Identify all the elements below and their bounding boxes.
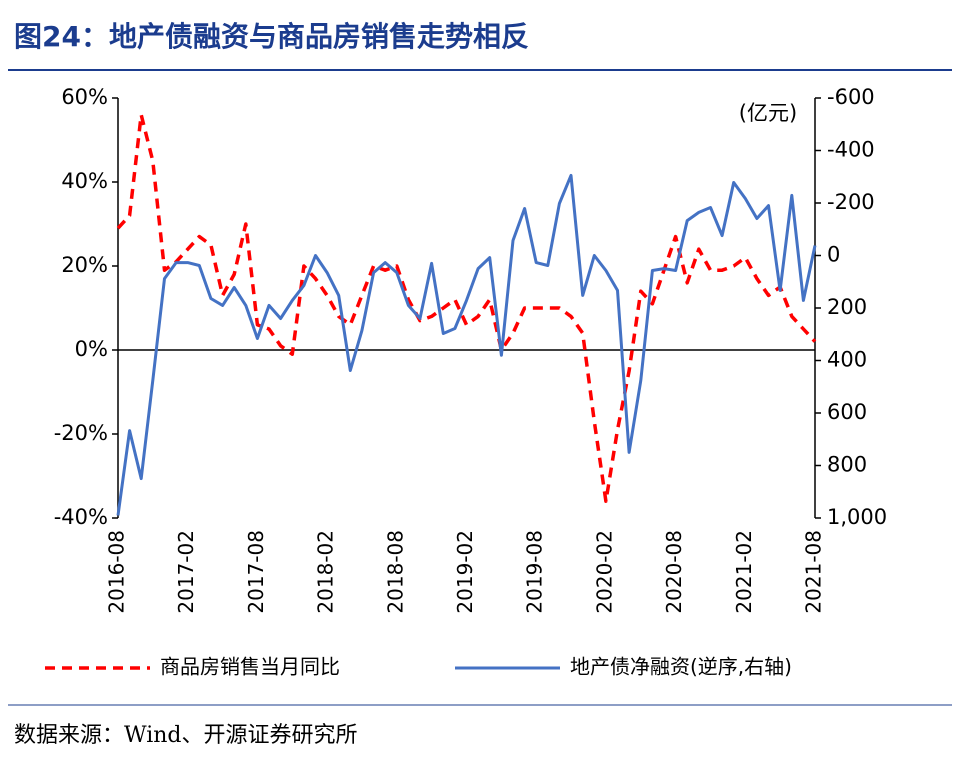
y-tick-label: 40% <box>61 169 108 193</box>
series-line <box>116 113 817 503</box>
y2-tick-label: 0 <box>827 243 840 267</box>
x-tick-label: 2016-08 <box>105 530 129 614</box>
y-tick-label: -40% <box>54 505 108 529</box>
y2-tick-label: 600 <box>827 400 867 424</box>
chart-title: 图24：地产债融资与商品房销售走势相反 <box>14 20 529 53</box>
x-tick-label: 2021-08 <box>802 530 826 614</box>
x-tick-label: 2017-08 <box>244 530 268 614</box>
y2-tick-label: 400 <box>827 348 867 372</box>
legend-label: 商品房销售当月同比 <box>160 655 340 679</box>
x-tick-label: 2020-08 <box>662 530 686 614</box>
x-tick-label: 2017-02 <box>174 530 198 614</box>
y2-tick-label: 200 <box>827 295 867 319</box>
x-tick-label: 2018-02 <box>314 530 338 614</box>
series-line <box>116 173 817 516</box>
y2-tick-label: -600 <box>827 85 875 109</box>
x-tick-label: 2019-08 <box>523 530 547 614</box>
y-tick-label: -20% <box>54 421 108 445</box>
y2-tick-label: -200 <box>827 190 875 214</box>
x-tick-label: 2021-02 <box>732 530 756 614</box>
y-tick-label: 20% <box>61 253 108 277</box>
legend-label: 地产债净融资(逆序,右轴) <box>570 655 792 679</box>
x-tick-label: 2019-02 <box>453 530 477 614</box>
x-tick-label: 2018-08 <box>383 530 407 614</box>
y2-tick-label: -400 <box>827 138 875 162</box>
y-tick-label: 60% <box>61 85 108 109</box>
y2-tick-label: 800 <box>827 453 867 477</box>
y-tick-label: 0% <box>75 337 108 361</box>
x-tick-label: 2020-02 <box>592 530 616 614</box>
y2-axis-label: (亿元) <box>739 101 797 125</box>
y2-tick-label: 1,000 <box>827 505 887 529</box>
source: 数据来源：Wind、开源证券研究所 <box>14 723 358 748</box>
